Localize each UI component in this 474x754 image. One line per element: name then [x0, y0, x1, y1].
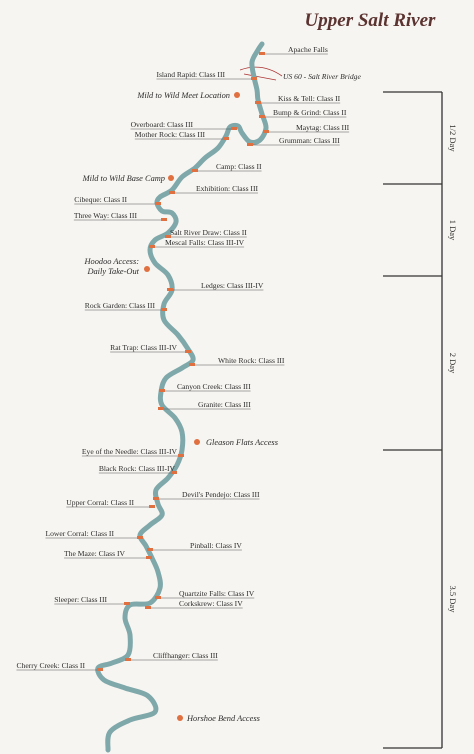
- rapid-label: Maytag: Class III: [296, 123, 350, 132]
- rapid-label: Corkskrew: Class IV: [179, 599, 243, 608]
- rapid-label: Devil's Pendejo: Class III: [182, 490, 260, 499]
- access-dot: [194, 439, 200, 445]
- access-label: Mild to Wild Meet Location: [136, 91, 230, 100]
- bridge-icon: [239, 66, 283, 81]
- rapid-label: Kiss & Tell: Class II: [278, 94, 341, 103]
- rapid-marker: [97, 668, 103, 671]
- rapid-marker: [167, 288, 173, 291]
- rapid-label: Canyon Creek: Class III: [177, 382, 251, 391]
- access-dot: [144, 266, 150, 272]
- rapid-marker: [149, 245, 155, 248]
- rapid-label: Upper Corral: Class II: [66, 498, 134, 507]
- rapid-label: Eye of the Needle: Class III-IV: [82, 447, 178, 456]
- rapid-label: Mother Rock: Class III: [135, 130, 206, 139]
- rapid-marker: [185, 350, 191, 353]
- rapid-marker: [169, 191, 175, 194]
- rapid-label: Ledges: Class III-IV: [201, 281, 264, 290]
- rapid-marker: [155, 596, 161, 599]
- access-label: US 60 - Salt River Bridge: [283, 72, 361, 81]
- rapid-label: Rat Trap: Class III-IV: [110, 343, 177, 352]
- rapid-marker: [255, 101, 261, 104]
- rapid-label: Bump & Grind: Class II: [273, 108, 347, 117]
- rapid-marker: [251, 77, 257, 80]
- rapid-marker: [146, 556, 152, 559]
- rapid-label: Sleeper: Class III: [54, 595, 107, 604]
- rapid-label: Black Rock: Class III-IV: [99, 464, 176, 473]
- rapid-marker: [171, 471, 177, 474]
- access-label: Hoodoo Access:: [83, 257, 139, 266]
- day-bracket: [383, 91, 443, 749]
- rapid-marker: [259, 52, 265, 55]
- rapid-label: Camp: Class II: [216, 162, 262, 171]
- rapid-label: Lower Corral: Class II: [45, 529, 114, 538]
- rapid-label: Exhibition: Class III: [196, 184, 258, 193]
- rapid-label: Overboard: Class III: [131, 120, 194, 129]
- access-dot: [234, 92, 240, 98]
- rapid-marker: [124, 602, 130, 605]
- rapid-label: Pinball: Class IV: [190, 541, 242, 550]
- rapid-marker: [158, 407, 164, 410]
- rapid-marker: [247, 143, 253, 146]
- day-label: 1/2 Day: [448, 124, 458, 152]
- rapid-marker: [189, 363, 195, 366]
- rapid-marker: [161, 218, 167, 221]
- rapid-marker: [149, 505, 155, 508]
- rapid-marker: [161, 308, 167, 311]
- rapid-marker: [178, 454, 184, 457]
- day-label: 2 Day: [448, 353, 458, 374]
- rapid-label: Grumman: Class III: [279, 136, 340, 145]
- rapid-marker: [165, 235, 171, 238]
- access-label: Daily Take-Out: [86, 267, 139, 276]
- rapid-label: Mescal Falls: Class III-IV: [165, 238, 245, 247]
- rapid-label: Island Rapid: Class III: [156, 70, 225, 79]
- rapid-marker: [153, 497, 159, 500]
- access-dot: [168, 175, 174, 181]
- rapid-label: The Maze: Class IV: [64, 549, 125, 558]
- rapid-marker: [259, 115, 265, 118]
- rapid-marker: [223, 137, 229, 140]
- day-label: 3.5 Day: [448, 586, 458, 614]
- access-label: Horshoe Bend Access: [186, 714, 260, 723]
- access-label: Gleason Flats Access: [206, 438, 278, 447]
- rapid-marker: [231, 127, 237, 130]
- rapid-label: Three Way: Class III: [74, 211, 138, 220]
- river: [95, 41, 269, 753]
- rapid-label: White Rock: Class III: [218, 356, 285, 365]
- rapid-label: Cherry Creek: Class II: [16, 661, 85, 670]
- rapid-marker: [125, 658, 131, 661]
- rapid-label: Salt River Draw: Class II: [170, 228, 247, 237]
- rapid-marker: [263, 130, 269, 133]
- rapid-label: Quartzite Falls: Class IV: [179, 589, 255, 598]
- day-label: 1 Day: [448, 220, 458, 241]
- access-dot: [177, 715, 183, 721]
- rapid-marker: [147, 548, 153, 551]
- rapid-marker: [159, 389, 165, 392]
- rapid-label: Rock Garden: Class III: [85, 301, 156, 310]
- rapid-label: Cibeque: Class II: [74, 195, 127, 204]
- rapid-marker: [192, 169, 198, 172]
- rapid-label: Cliffhanger: Class III: [153, 651, 218, 660]
- rapid-marker: [137, 536, 143, 539]
- rapid-label: Apache Falls: [288, 45, 328, 54]
- map-title: Upper Salt River: [305, 10, 436, 31]
- rapid-marker: [145, 606, 151, 609]
- rapid-label: Granite: Class III: [198, 400, 251, 409]
- rapid-marker: [155, 202, 161, 205]
- access-label: Mild to Wild Base Camp: [82, 174, 165, 183]
